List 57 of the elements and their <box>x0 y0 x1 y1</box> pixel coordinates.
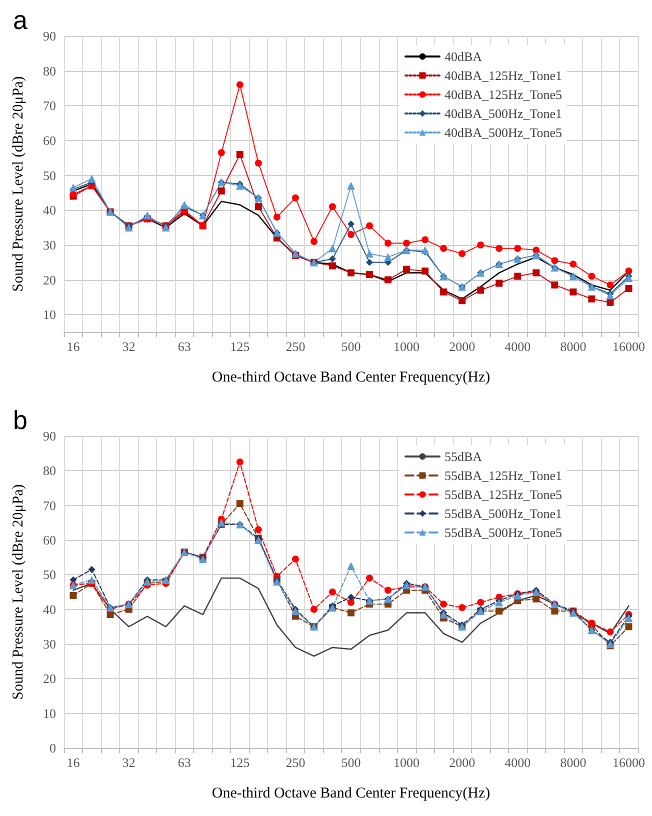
legend-label: 40dBA_125Hz_Tone5 <box>444 87 562 102</box>
legend-label: 40dBA_125Hz_Tone1 <box>444 68 562 83</box>
legend-label: 40dBA <box>444 49 483 64</box>
x-tick-label: 32 <box>122 755 136 770</box>
x-axis-title: One-third Octave Band Center Frequency(Hz) <box>212 786 490 802</box>
legend-label: 55dBA_500Hz_Tone1 <box>444 506 562 521</box>
x-tick-label: 16 <box>66 339 80 354</box>
y-tick-label: 0 <box>50 740 56 756</box>
legend-label: 55dBA_500Hz_Tone5 <box>444 525 562 540</box>
x-axis-title: One-third Octave Band Center Frequency(Hz) <box>212 370 490 386</box>
x-tick-label: 1000 <box>394 755 420 770</box>
y-tick-label: 70 <box>43 98 56 114</box>
y-tick-label: 60 <box>43 532 56 548</box>
legend-label: 55dBA_125Hz_Tone5 <box>444 487 562 502</box>
y-tick-label: 10 <box>43 307 56 322</box>
x-tick-label: 16000 <box>612 339 645 354</box>
y-tick-label: 80 <box>43 463 56 478</box>
x-tick-label: 125 <box>230 755 250 770</box>
x-tick-label: 4000 <box>504 755 531 770</box>
y-axis-title: Sound Pressure Level (dBre 20μPa) <box>10 484 26 700</box>
y-tick-label: 30 <box>43 237 56 252</box>
x-tick-label: 500 <box>341 339 361 354</box>
x-tick-label: 16000 <box>612 755 645 770</box>
x-tick-label: 16 <box>66 755 80 770</box>
x-tick-label: 63 <box>178 339 191 354</box>
legend-label: 40dBA_500Hz_Tone5 <box>444 125 562 140</box>
x-tick-label: 32 <box>122 339 136 354</box>
y-tick-label: 40 <box>43 202 56 218</box>
legend-label: 55dBA <box>444 449 483 464</box>
x-tick-label: 8000 <box>560 755 586 770</box>
x-tick-label: 1000 <box>394 339 420 354</box>
x-tick-label: 250 <box>286 339 306 354</box>
x-tick-label: 2000 <box>449 339 476 354</box>
x-tick-label: 500 <box>341 755 361 770</box>
y-tick-label: 90 <box>43 28 56 44</box>
chart-title: b <box>13 405 28 435</box>
y-tick-label: 70 <box>43 498 56 513</box>
x-tick-label: 8000 <box>560 339 586 354</box>
y-tick-label: 50 <box>43 567 56 582</box>
x-tick-label: 2000 <box>449 755 476 770</box>
legend-label: 40dBA_500Hz_Tone1 <box>444 106 562 121</box>
y-tick-label: 90 <box>43 428 56 444</box>
y-tick-label: 40 <box>43 602 56 617</box>
y-axis-title: Sound Pressure Level (dBre 20μPa) <box>10 76 26 292</box>
x-tick-label: 250 <box>286 755 306 770</box>
y-tick-label: 30 <box>43 636 56 652</box>
y-tick-label: 50 <box>43 168 56 183</box>
legend-label: 55dBA_125Hz_Tone1 <box>444 468 562 483</box>
y-tick-label: 80 <box>43 63 56 78</box>
y-tick-label: 20 <box>43 671 56 686</box>
chart-title: a <box>13 5 28 35</box>
x-tick-label: 125 <box>230 339 250 354</box>
x-tick-label: 4000 <box>504 339 531 354</box>
y-tick-label: 10 <box>43 706 56 721</box>
y-tick-label: 60 <box>43 132 56 148</box>
x-tick-label: 63 <box>178 755 191 770</box>
y-tick-label: 20 <box>43 272 56 288</box>
